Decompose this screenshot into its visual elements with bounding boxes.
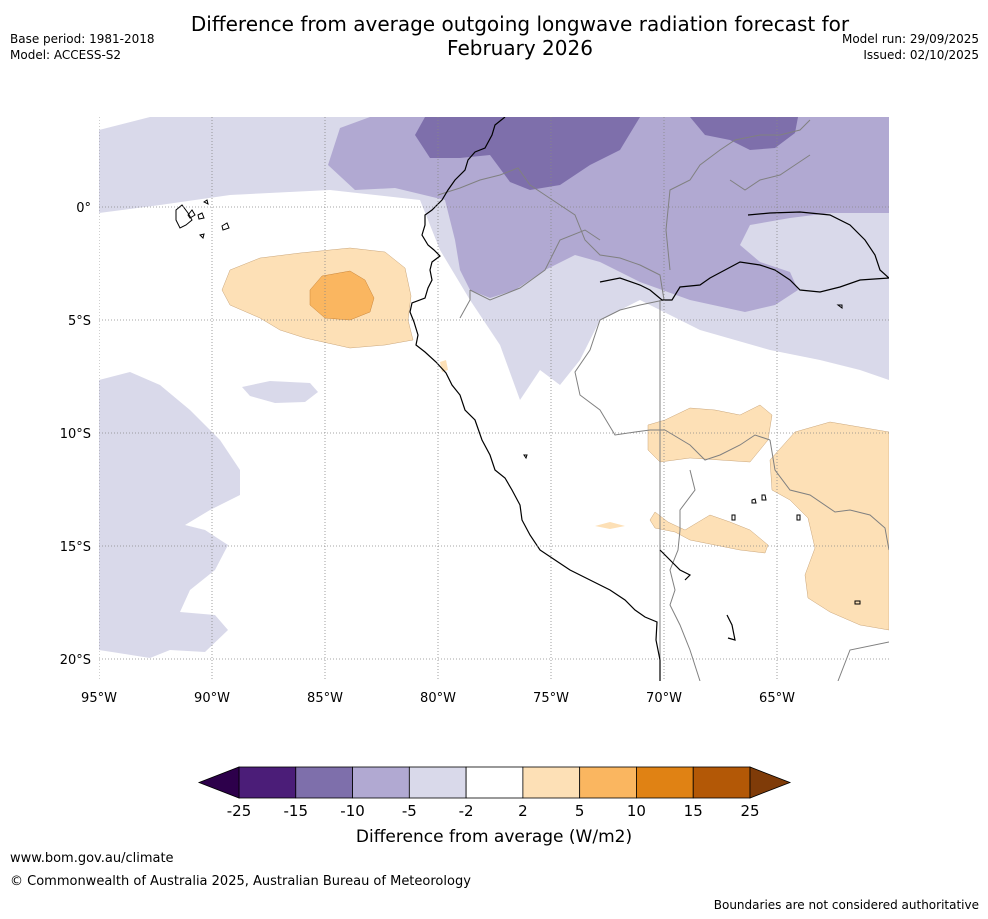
lat-label-20s: 20°S (60, 653, 91, 668)
colorbar-tick-label: -25 (227, 802, 252, 820)
colorbar-tick-label: -5 (402, 802, 417, 820)
lon-label-75w: 75°W (533, 691, 569, 706)
lat-label-10s: 10°S (60, 427, 91, 442)
anomaly-positive-east (769, 421, 889, 631)
coastline (409, 117, 889, 681)
colorbar-boxes (238, 766, 751, 799)
colorbar-swatch (238, 766, 297, 799)
lon-label-65w: 65°W (759, 691, 795, 706)
footer-url[interactable]: www.bom.gov.au/climate (10, 851, 174, 866)
colorbar-swatch (295, 766, 353, 799)
colorbar-tick-label: -10 (340, 802, 365, 820)
latitude-labels: 0° 5°S 10°S 15°S 20°S (60, 201, 91, 668)
title-line-1: Difference from average outgoing longwav… (190, 12, 850, 36)
anomaly-region-west (99, 372, 240, 658)
colorbar-tick-label: 25 (740, 802, 759, 820)
lat-label-0: 0° (76, 201, 91, 216)
colorbar-tick-label: 2 (518, 802, 528, 820)
colorbar-swatch (636, 766, 694, 799)
meta-left: Base period: 1981-2018 Model: ACCESS-S2 (10, 31, 155, 63)
footer-copyright: © Commonwealth of Australia 2025, Austra… (10, 874, 471, 889)
anomaly-region-strong (415, 117, 640, 190)
anomaly-region-strong-east (690, 117, 798, 150)
colorbar-swatch (579, 766, 637, 799)
meta-right: Model run: 29/09/2025 Issued: 02/10/2025 (842, 31, 979, 63)
model-run: Model run: 29/09/2025 (841, 32, 979, 46)
base-period: Base period: 1981-2018 (10, 32, 155, 46)
colorbar: -25 -15 -10 -5 -2 2 5 10 15 25 Difference from av… (197, 766, 792, 847)
anomaly-positive-tiny (595, 522, 625, 529)
title-line-2: February 2026 (447, 36, 593, 60)
colorbar-label: Difference from average (W/m2) (356, 827, 632, 847)
longitude-labels: 95°W 90°W 85°W 80°W 75°W 70°W 65°W (81, 691, 795, 706)
lat-label-15s: 15°S (60, 540, 91, 555)
model-name: Model: ACCESS-S2 (10, 48, 122, 62)
country-boundaries (437, 119, 889, 681)
islands (175, 199, 861, 605)
lon-label-80w: 80°W (420, 691, 456, 706)
colorbar-swatch (522, 766, 581, 799)
anomaly-positive-strong (309, 270, 375, 321)
map-area (99, 117, 889, 681)
colorbar-swatch (692, 766, 751, 799)
anomaly-positive-inland (647, 404, 773, 463)
footer-disclaimer: Boundaries are not considered authoritat… (713, 898, 979, 912)
colorbar-tick-label: -15 (284, 802, 309, 820)
colorbar-over-arrow (749, 766, 792, 799)
issued-date: Issued: 02/10/2025 (863, 48, 979, 62)
lat-label-5s: 5°S (68, 314, 91, 329)
anomaly-patch-small (242, 381, 318, 403)
colorbar-tick-label: 10 (627, 802, 646, 820)
lon-label-95w: 95°W (81, 691, 117, 706)
colorbar-tick-label: 5 (575, 802, 585, 820)
colorbar-tick-label: 15 (684, 802, 703, 820)
gridlines (99, 117, 889, 681)
colorbar-swatch (408, 766, 467, 799)
lon-label-85w: 85°W (307, 691, 343, 706)
lon-label-90w: 90°W (194, 691, 230, 706)
colorbar-under-arrow (197, 766, 240, 799)
colorbar-tick-label: -2 (459, 802, 474, 820)
colorbar-swatch (352, 766, 410, 799)
chart-title: Difference from average outgoing longwav… (150, 12, 890, 60)
lon-label-70w: 70°W (646, 691, 682, 706)
colorbar-ticks: -25 -15 -10 -5 -2 2 5 10 15 25 (227, 802, 760, 820)
colorbar-swatch (465, 766, 524, 799)
